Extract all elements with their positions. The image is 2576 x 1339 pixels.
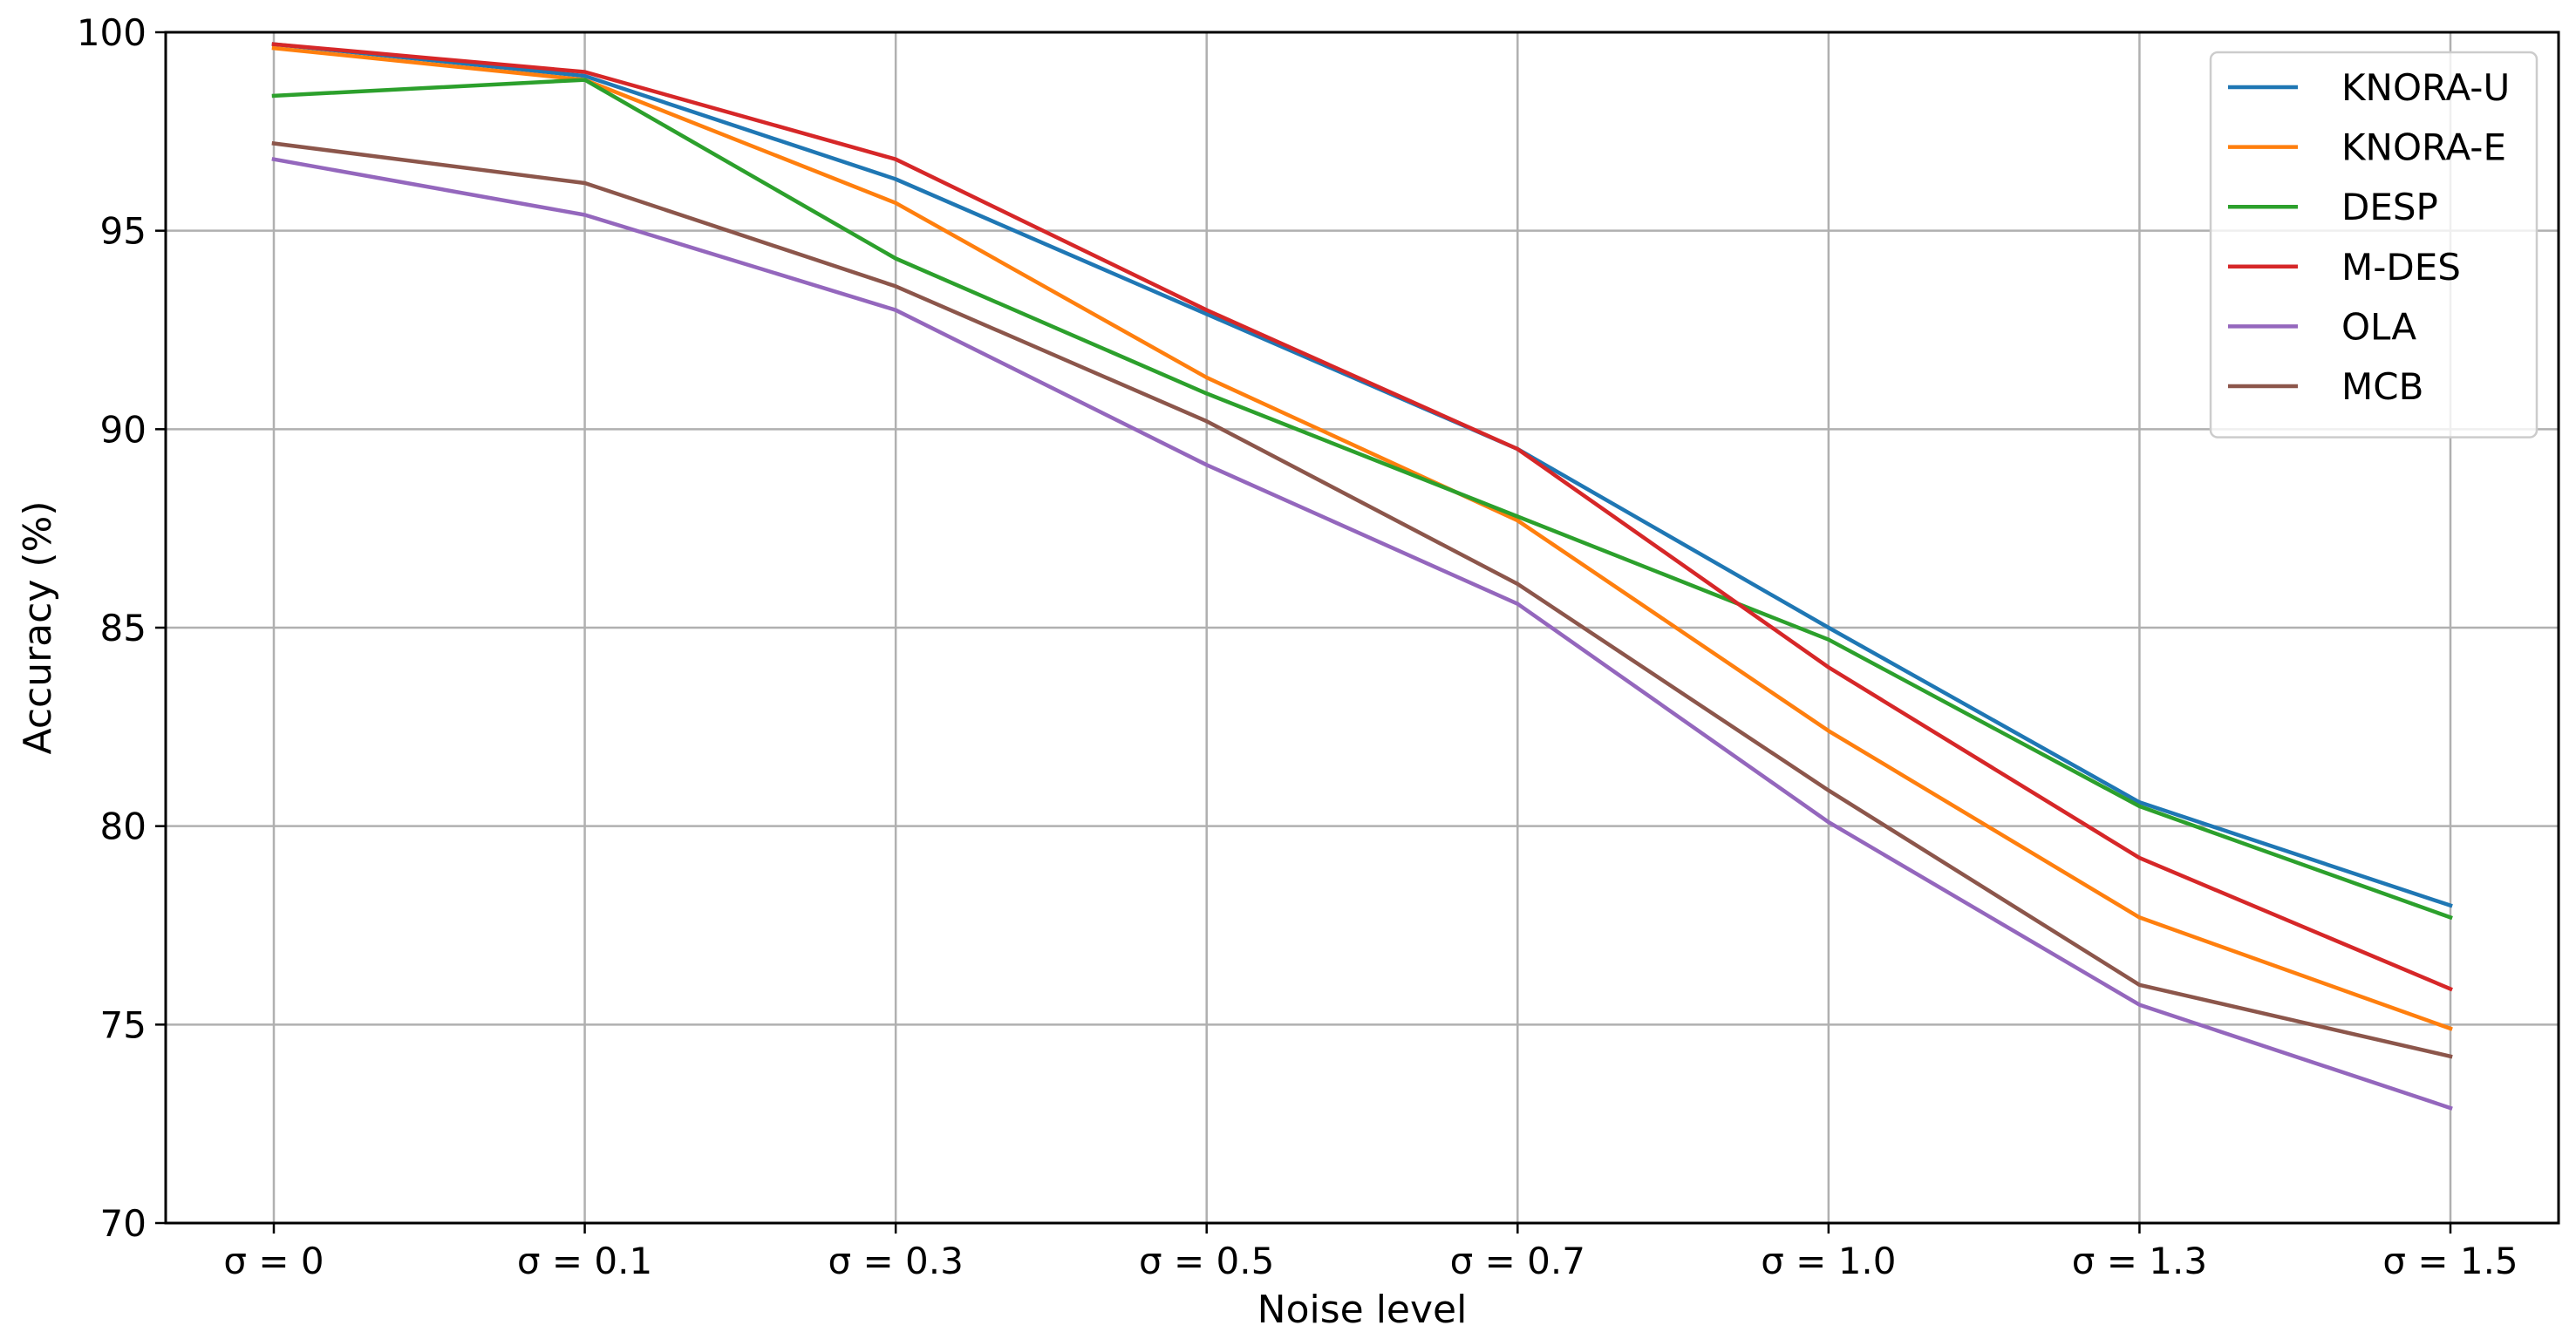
x-tick-label: σ = 1.0 [1761, 1240, 1896, 1282]
x-tick-label: σ = 0 [223, 1240, 324, 1282]
series-line-desp [271, 78, 2453, 921]
series-line-knora-e [271, 45, 2453, 1031]
series-line-m-des [271, 42, 2453, 992]
x-tick-label: σ = 0.5 [1139, 1240, 1274, 1282]
y-tick-label: 90 [100, 408, 147, 451]
y-tick-label: 95 [100, 210, 147, 253]
y-tick-label: 80 [100, 805, 147, 848]
y-tick-label: 85 [100, 607, 147, 649]
series-line-ola [271, 157, 2453, 1111]
series-line-mcb [271, 140, 2453, 1059]
legend-label-ola: OLA [2341, 305, 2416, 348]
series-group [271, 42, 2453, 1111]
legend-label-m-des: M-DES [2341, 246, 2461, 289]
legend-label-knora-u: KNORA-U [2341, 66, 2510, 109]
legend-label-mcb: MCB [2341, 365, 2423, 408]
x-axis-label: Noise level [1257, 1288, 1468, 1332]
legend-label-desp: DESP [2341, 186, 2438, 228]
x-tick-label: σ = 0.3 [828, 1240, 963, 1282]
x-tick-label: σ = 1.5 [2382, 1240, 2518, 1282]
x-tick-label: σ = 1.3 [2072, 1240, 2207, 1282]
axis-ticks: σ = 0 σ = 0.1 σ = 0.3 σ = 0.5 σ = 0.7 σ = 1.0… [77, 11, 2518, 1282]
y-tick-label: 70 [100, 1202, 147, 1245]
y-axis-label: Accuracy (%) [16, 500, 60, 754]
x-tick-label: σ = 0.1 [517, 1240, 652, 1282]
y-tick-label: 100 [77, 11, 147, 54]
legend: KNORA-U KNORA-E DESP M-DES OLA MCB [2209, 51, 2539, 438]
legend-label-knora-e: KNORA-E [2341, 126, 2506, 169]
y-tick-label: 75 [100, 1003, 147, 1046]
x-tick-label: σ = 0.7 [1450, 1240, 1585, 1282]
